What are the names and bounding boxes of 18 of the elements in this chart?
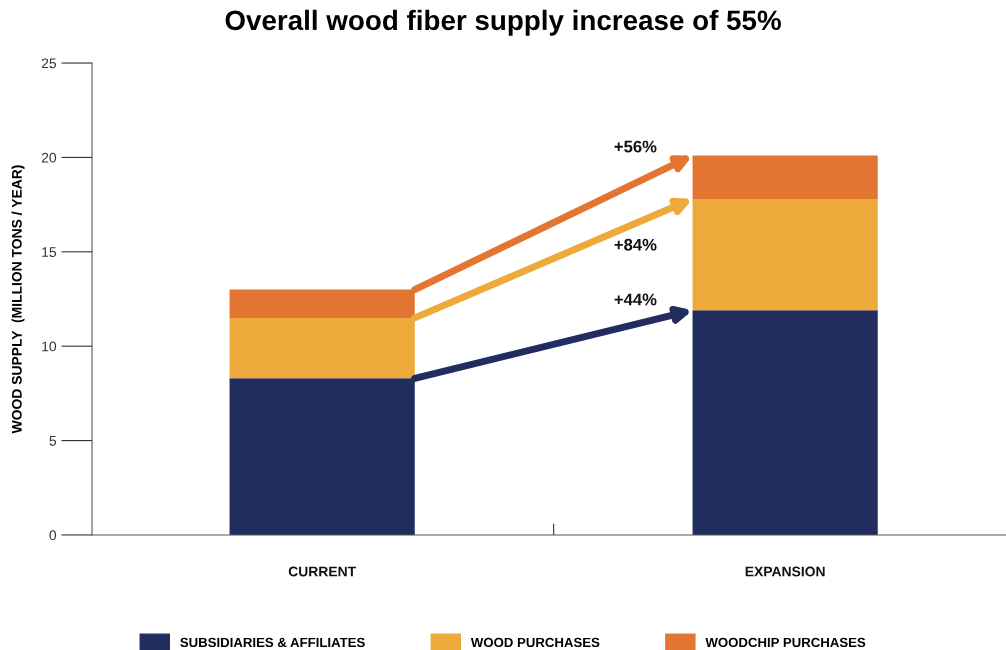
annotation: +44%	[614, 293, 657, 306]
y-tick-label: 5	[49, 436, 57, 446]
legend-label: WOODCHIP PURCHASES	[705, 637, 866, 648]
y-tick-label: 10	[42, 341, 57, 352]
y-tick-label: 0	[49, 530, 57, 541]
x-tick-label: CURRENT	[288, 566, 356, 577]
bar	[692, 155, 878, 199]
y-tick-label: 25	[41, 58, 57, 69]
legend-label: WOOD PURCHASES	[470, 637, 600, 648]
bar	[692, 310, 878, 535]
x-tick-label: EXPANSION	[745, 566, 825, 577]
annotation: +56%	[614, 140, 657, 153]
y-tick-label: 20	[41, 152, 57, 163]
y-axis-title: WOOD SUPPLY (MILLION TONS / YEAR)	[11, 165, 25, 434]
legend-label: SUBSIDIARIES & AFFILIATES	[180, 637, 365, 648]
annotation: +84%	[614, 238, 657, 251]
y-tick-label: 15	[42, 247, 57, 257]
chart-title: Overall wood fiber supply increase of 55%	[225, 9, 781, 36]
